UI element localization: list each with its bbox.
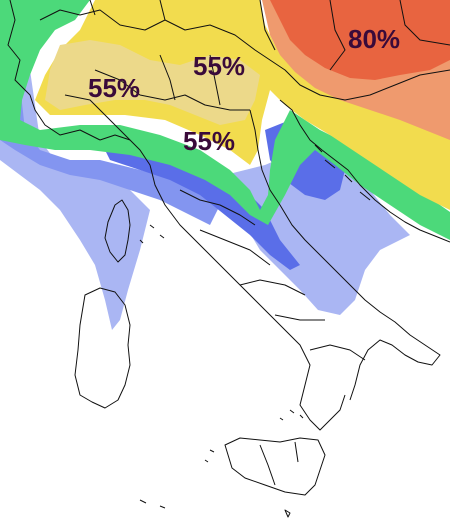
label-northeast: 80% xyxy=(348,24,400,54)
sicily-inner xyxy=(259,441,299,486)
regional-borders-north xyxy=(64,54,250,141)
tuscan-islands xyxy=(139,224,165,244)
coast-west xyxy=(99,134,346,431)
label-center: 55% xyxy=(183,126,235,156)
aeolian-islands xyxy=(279,409,304,421)
red-region xyxy=(270,0,450,80)
border-alps xyxy=(39,9,450,101)
sardinia xyxy=(74,287,131,409)
balkan-islands xyxy=(314,144,371,201)
corsica xyxy=(104,199,131,263)
label-northwest: 55% xyxy=(88,73,140,103)
border-north xyxy=(89,0,450,71)
border-west xyxy=(7,0,101,141)
regional-borders-south xyxy=(179,189,366,361)
sicily xyxy=(224,437,326,496)
coast-east xyxy=(249,109,441,401)
egadi-islands xyxy=(204,449,215,463)
borders xyxy=(7,0,450,518)
malta xyxy=(284,509,291,518)
yellow-light-region xyxy=(45,40,260,125)
blue-dark-central xyxy=(100,140,300,270)
green-belt xyxy=(0,0,450,240)
label-north-central: 55% xyxy=(193,51,245,81)
pelagie-islands xyxy=(139,499,166,509)
coast-balkan xyxy=(279,99,450,243)
labels: 55% 55% 55% 80% xyxy=(88,24,400,156)
color-fields xyxy=(0,0,450,330)
blue-mid-west xyxy=(0,85,220,225)
